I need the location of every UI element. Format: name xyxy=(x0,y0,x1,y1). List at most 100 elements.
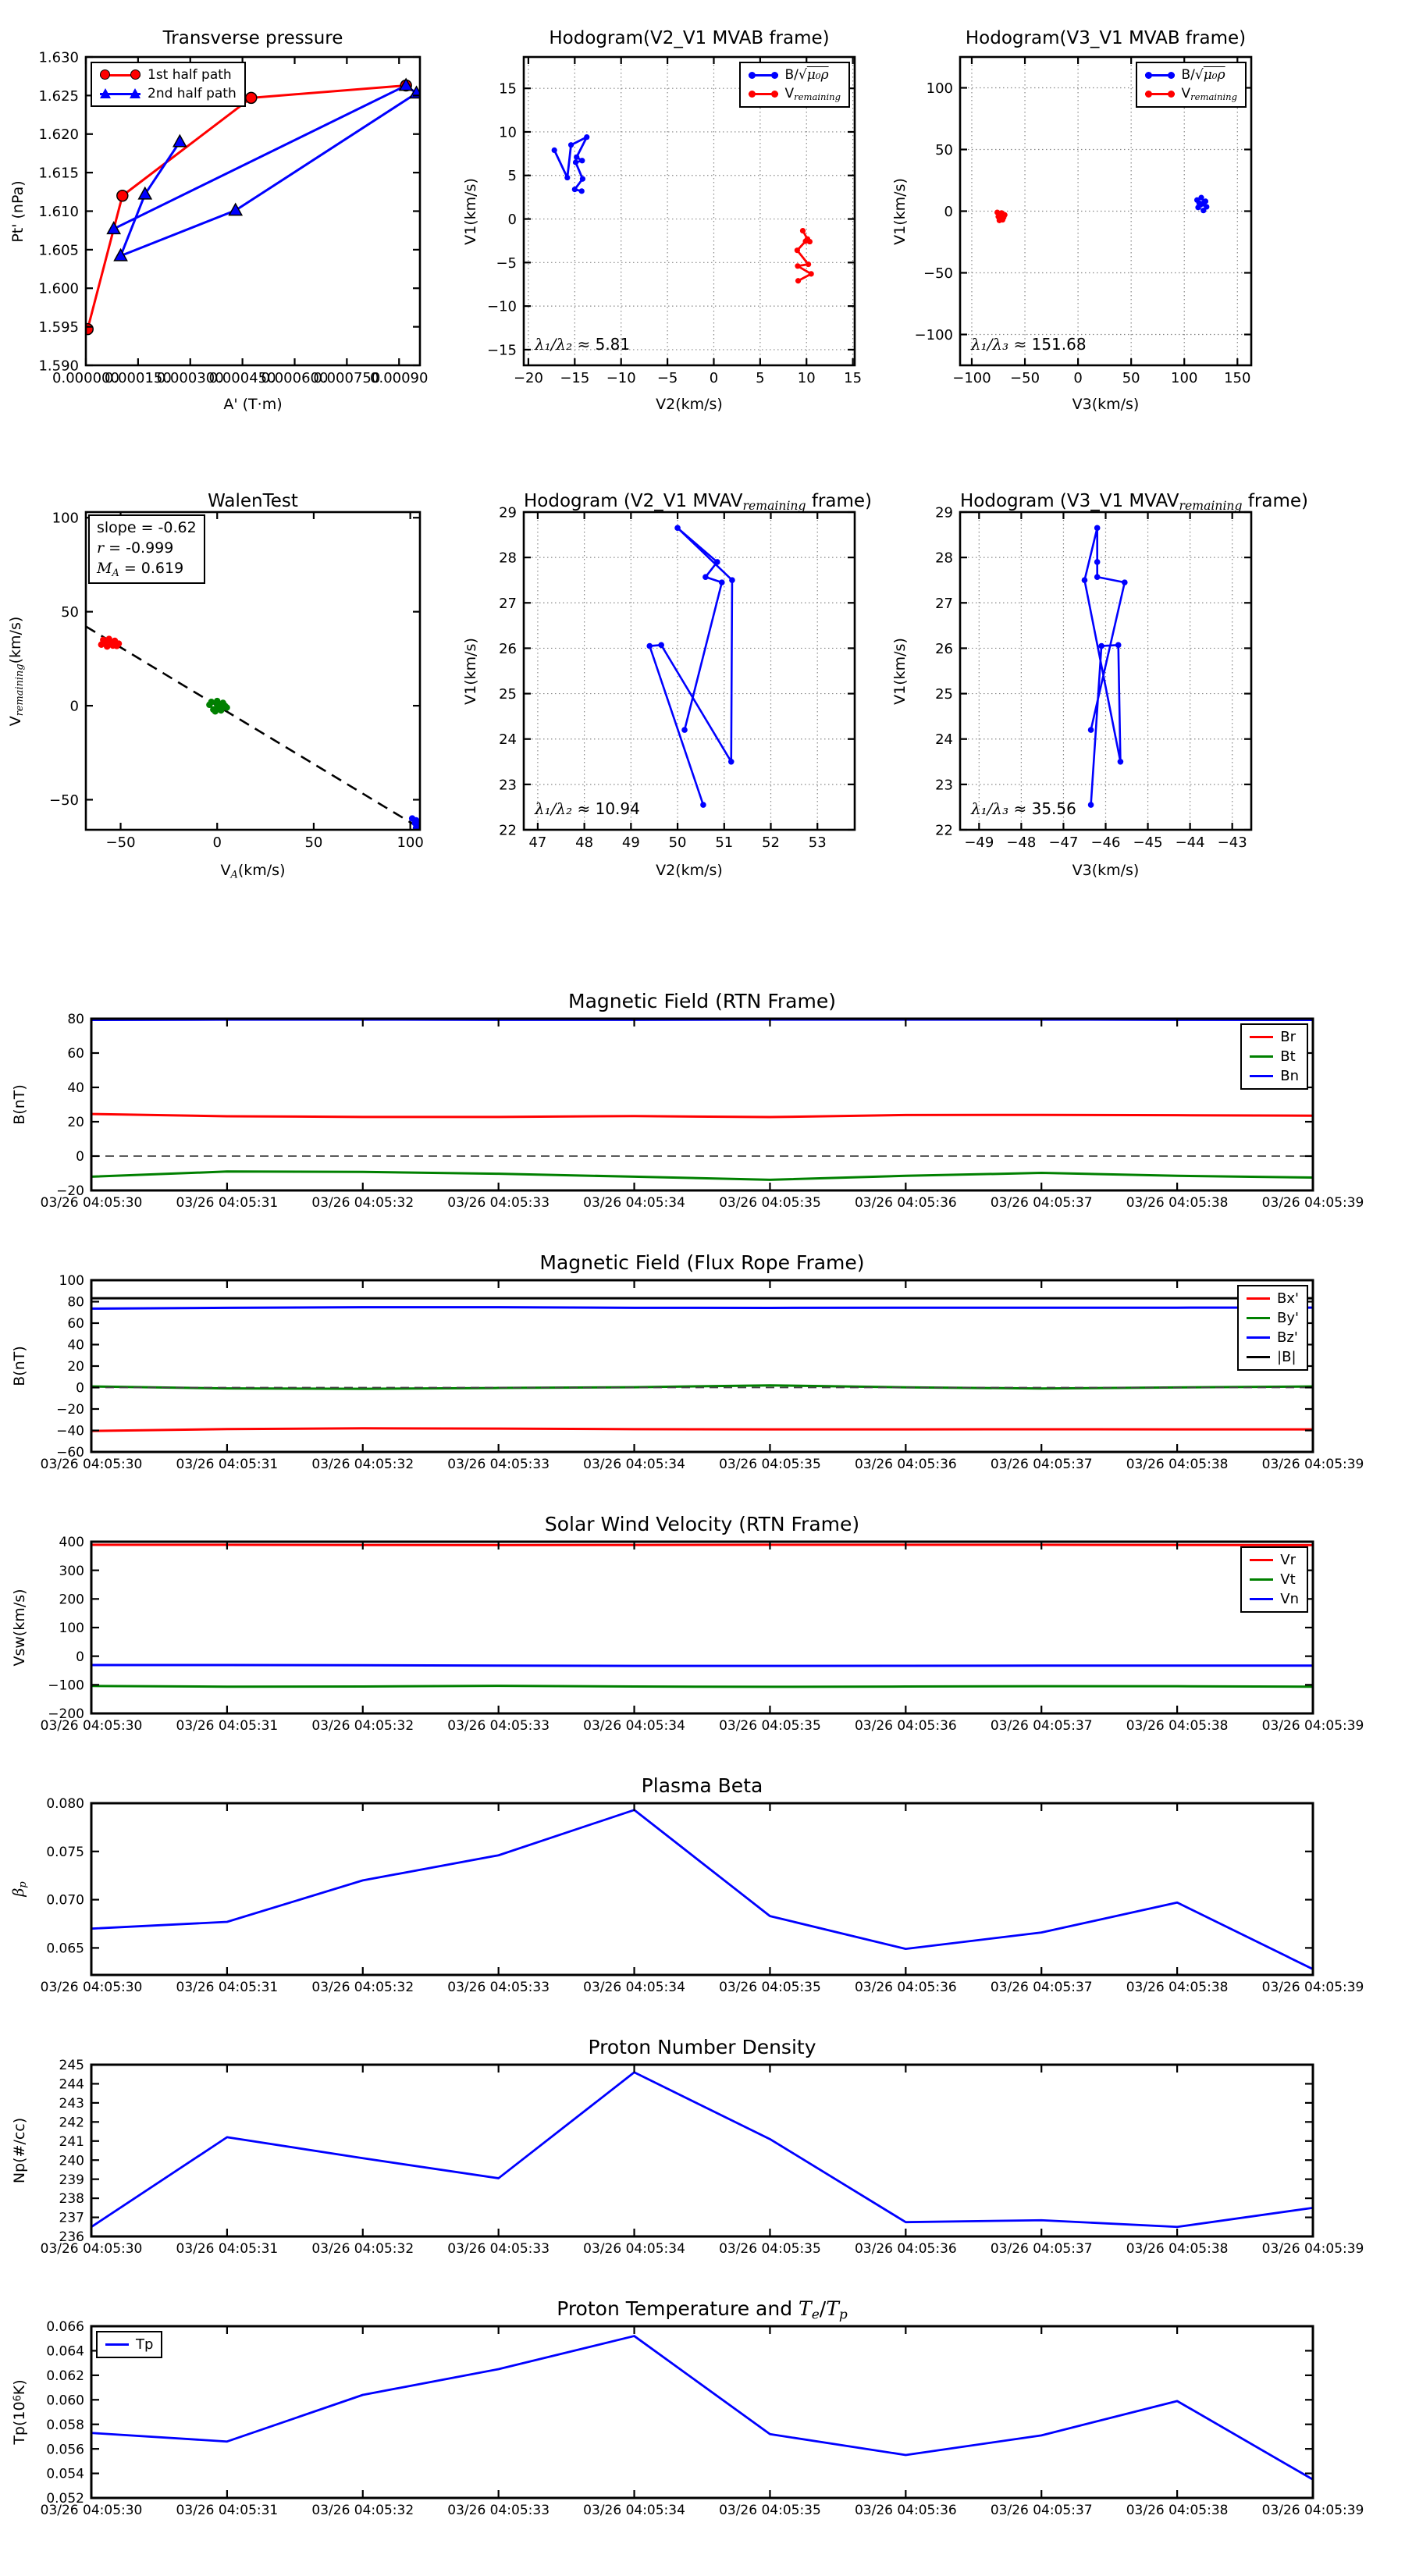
x-tick-label: 03/26 04:05:30 xyxy=(41,1980,143,1995)
b_rtn-canvas: 03/26 04:05:30 03/26 04:05:31 03/26 04:05:… xyxy=(41,1012,1364,1211)
legend-marker xyxy=(130,69,140,80)
y-tick-label: 15 xyxy=(499,81,517,98)
x-tick-label: 03/26 04:05:31 xyxy=(176,1195,279,1211)
axes-spines xyxy=(90,1540,1314,1715)
text-part: Bt xyxy=(1280,1048,1296,1065)
y-tick-label: −100 xyxy=(48,1678,84,1693)
text-part: V1(km/s) xyxy=(462,177,480,245)
legend-swatch-Vrem xyxy=(748,87,778,101)
y-tick-label: 1.590 xyxy=(38,358,79,374)
legend-marker xyxy=(100,69,110,80)
Np-line xyxy=(91,2071,1313,2229)
beta-canvas: 03/26 04:05:30 03/26 04:05:31 03/26 04:05:… xyxy=(41,1796,1364,1995)
x-tick-label: 03/26 04:05:37 xyxy=(991,1718,1093,1734)
text-part: Proton Temperature and xyxy=(557,2297,799,2320)
legend-swatch-Vrem xyxy=(1144,87,1175,101)
axes-spines xyxy=(522,511,856,831)
text-part: λ₁/λ₂ xyxy=(535,335,573,354)
y-tick-label: 0 xyxy=(508,212,517,228)
y-tick-label: 0.070 xyxy=(46,1893,84,1909)
legend-marker xyxy=(1167,71,1175,79)
x-tick-label: 50 xyxy=(669,834,687,851)
y-tick-label: 29 xyxy=(935,504,953,521)
y-tick-label: 0 xyxy=(76,1649,84,1665)
legend: 1st half path 2nd half path xyxy=(91,62,246,107)
text-part: V1(km/s) xyxy=(891,637,909,705)
x-tick-label: 03/26 04:05:33 xyxy=(447,1195,550,1211)
y-axis-label: Np(#/cc) xyxy=(11,2118,29,2183)
x-tick-label: 03/26 04:05:39 xyxy=(1262,1457,1364,1472)
y-axis-label: B(nT) xyxy=(11,1346,29,1386)
x-tick-label: 03/26 04:05:30 xyxy=(41,1718,143,1734)
legend-item: |B| xyxy=(1247,1349,1299,1365)
legend-label: Vremaining xyxy=(785,86,841,102)
text-part: Hodogram(V3_V1 MVAB frame) xyxy=(965,28,1247,48)
y-tick-label: 1.630 xyxy=(38,49,79,66)
y-tick-label: 27 xyxy=(499,596,517,612)
legend-swatch-Vt xyxy=(1250,1578,1274,1582)
text-part: ≈ 5.81 xyxy=(572,335,631,354)
y-tick-label: 0 xyxy=(944,204,953,220)
legend-item: Vremaining xyxy=(1144,86,1237,102)
legend-item: Tp xyxy=(105,2336,153,2353)
y-tick-label: 237 xyxy=(59,2211,84,2226)
text-part: / xyxy=(819,2297,827,2320)
Tp-line xyxy=(91,2335,1313,2481)
y-tick-label: 24 xyxy=(499,731,517,748)
legend-label: 2nd half path xyxy=(148,86,237,101)
x-tick-label: 03/26 04:05:35 xyxy=(719,2503,821,2518)
x-tick-label: 03/26 04:05:34 xyxy=(583,1980,685,1995)
text-part: 1st half path xyxy=(148,67,232,83)
chart-title: WalenTest xyxy=(86,491,420,511)
legend-item: 2nd half path xyxy=(100,86,237,101)
chart-title: Plasma Beta xyxy=(91,1774,1313,1798)
y-tick-label: 100 xyxy=(52,511,79,527)
y-tick-label: 29 xyxy=(499,504,517,521)
V-path-line xyxy=(648,527,734,806)
x-tick-label: 03/26 04:05:38 xyxy=(1126,2241,1229,2257)
second-half-path-markers xyxy=(106,77,420,262)
x-tick-label: 0.000150 xyxy=(105,370,172,386)
text-part: √ xyxy=(1194,67,1204,83)
text-part: A xyxy=(230,869,238,881)
text-part: Bx' xyxy=(1277,1290,1299,1307)
x-tick-label: 03/26 04:05:38 xyxy=(1126,2503,1229,2518)
x-tick-label: 03/26 04:05:30 xyxy=(41,1195,143,1211)
x-tick-label: 03/26 04:05:38 xyxy=(1126,1457,1229,1472)
vsw-canvas: 03/26 04:05:30 03/26 04:05:31 03/26 04:05:… xyxy=(41,1535,1364,1734)
legend-swatch-Tp xyxy=(105,2343,129,2347)
Bz-prime-line xyxy=(91,1306,1313,1310)
legend-label: B/√μ₀ρ xyxy=(785,67,829,83)
x-tick-label: 03/26 04:05:37 xyxy=(991,2503,1093,2518)
x-tick-label: 48 xyxy=(575,834,593,851)
Br-line xyxy=(91,1112,1313,1119)
x-tick-label: 03/26 04:05:35 xyxy=(719,1457,821,1472)
legend-swatch-Bz xyxy=(1247,1336,1271,1340)
y-tick-label: 0.080 xyxy=(46,1796,84,1812)
x-tick-label: 03/26 04:05:34 xyxy=(583,2241,685,2257)
x-tick-label: 03/26 04:05:37 xyxy=(991,1195,1093,1211)
legend-item: B/√μ₀ρ xyxy=(1144,67,1237,83)
x-tick-label: −43 xyxy=(1218,834,1247,851)
legend-swatch-second-half xyxy=(100,87,140,101)
y-tick-label: 0.066 xyxy=(46,2319,84,2335)
x-tick-label: 03/26 04:05:35 xyxy=(719,1980,821,1995)
legend-label: Bt xyxy=(1280,1048,1295,1065)
text-part: λ₁/λ₃ xyxy=(971,799,1009,818)
hodogram-v2v1-mvab-chart: −20 −15 −10 −5 0 5 10 15 −15 −10 −5 0 5 10 15 Hodogram(… xyxy=(437,8,874,484)
x-tick-label: 50 xyxy=(304,834,322,851)
walen-test-chart: −50 0 50 100 −50 0 50 100 WalenTest VA(km/s) Vrema… xyxy=(0,488,437,972)
text-part: r xyxy=(97,539,105,557)
axes-spines xyxy=(84,55,422,367)
y-tick-label: 25 xyxy=(499,686,517,703)
hodo_v_v2-canvas: 47 48 49 50 51 52 53 22 23 24 25 26 27 28 29 xyxy=(499,504,856,851)
text-part: p xyxy=(838,2307,848,2323)
V-path-markers xyxy=(1081,525,1128,808)
legend-swatch-Vr xyxy=(1250,1558,1274,1562)
x-tick-label: −10 xyxy=(606,370,636,386)
legend-item: Vt xyxy=(1250,1571,1299,1588)
text-part: V2(km/s) xyxy=(656,396,723,413)
legend-item: By' xyxy=(1247,1310,1299,1326)
x-tick-label: 03/26 04:05:33 xyxy=(447,1457,550,1472)
